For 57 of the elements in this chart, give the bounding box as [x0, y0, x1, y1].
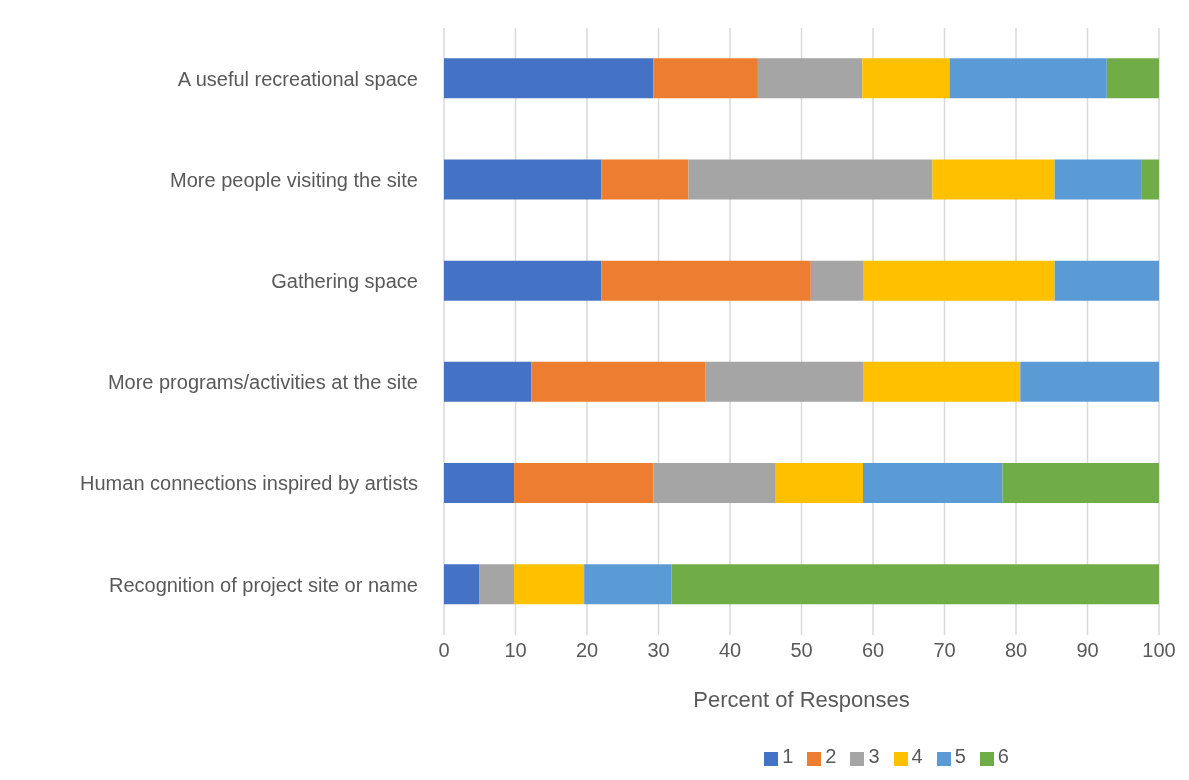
x-tick-label: 50: [790, 639, 813, 662]
y-tick-label: A useful recreational space: [177, 67, 418, 90]
bar: [584, 564, 672, 605]
bar: [705, 361, 863, 402]
bar: [949, 58, 1107, 99]
legend-label: 2: [825, 745, 837, 767]
bar: [444, 463, 515, 504]
x-tick-label: 30: [647, 639, 670, 662]
bar: [862, 260, 1055, 301]
bar: [601, 260, 811, 301]
bar: [1054, 159, 1142, 200]
y-tick-label: More programs/activities at the site: [107, 371, 418, 394]
x-tick-label: 40: [718, 639, 742, 662]
bar: [653, 463, 776, 504]
bar: [932, 159, 1055, 200]
bar: [1141, 159, 1159, 200]
legend-label: 6: [997, 745, 1009, 767]
x-tick-label: 0: [438, 639, 450, 662]
x-tick-label: 60: [861, 639, 885, 662]
bar: [479, 564, 515, 605]
y-tick-label: Human connections inspired by artists: [80, 472, 418, 495]
bar: [1020, 361, 1159, 402]
bar: [1002, 463, 1159, 504]
x-tick-label: 20: [575, 639, 599, 662]
x-tick-label: 80: [1004, 639, 1028, 662]
x-axis-title: Percent of Responses: [693, 687, 910, 712]
bar: [862, 361, 1021, 402]
x-tick-label: 100: [1142, 639, 1176, 662]
bar: [810, 260, 863, 301]
bar: [671, 564, 1159, 605]
legend-label: 4: [911, 745, 923, 767]
y-tick-label: More people visiting the site: [170, 168, 418, 191]
legend-label: 1: [782, 745, 794, 767]
bar: [444, 260, 602, 301]
bar: [653, 58, 758, 99]
bar: [444, 58, 654, 99]
bar: [688, 159, 933, 200]
bar: [444, 159, 602, 200]
bar: [1106, 58, 1159, 99]
bar: [1054, 260, 1159, 301]
bar: [444, 361, 532, 402]
x-tick-label: 70: [933, 639, 956, 662]
bar: [862, 58, 950, 99]
x-tick-label: 90: [1076, 639, 1099, 662]
bar: [601, 159, 689, 200]
bar: [775, 463, 863, 504]
y-tick-label: Recognition of project site or name: [108, 573, 418, 596]
y-tick-label: Gathering space: [271, 270, 418, 293]
legend-label: 5: [954, 745, 966, 767]
x-tick-label: 10: [504, 639, 527, 662]
bar: [444, 564, 480, 605]
bar: [531, 361, 706, 402]
bar: [514, 463, 654, 504]
legend-label: 3: [868, 745, 880, 767]
bar: [757, 58, 863, 99]
bar: [514, 564, 585, 605]
bar: [862, 463, 1003, 504]
